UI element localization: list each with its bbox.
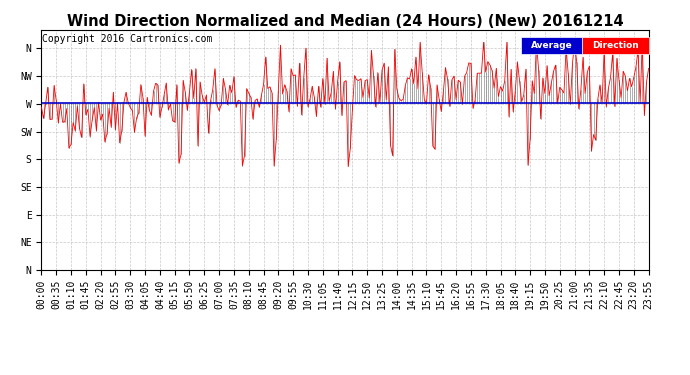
Title: Wind Direction Normalized and Median (24 Hours) (New) 20161214: Wind Direction Normalized and Median (24… bbox=[67, 14, 623, 29]
Text: Average: Average bbox=[531, 41, 572, 50]
Text: Direction: Direction bbox=[592, 41, 638, 50]
FancyBboxPatch shape bbox=[582, 37, 649, 54]
Text: Copyright 2016 Cartronics.com: Copyright 2016 Cartronics.com bbox=[42, 34, 213, 44]
FancyBboxPatch shape bbox=[521, 37, 582, 54]
